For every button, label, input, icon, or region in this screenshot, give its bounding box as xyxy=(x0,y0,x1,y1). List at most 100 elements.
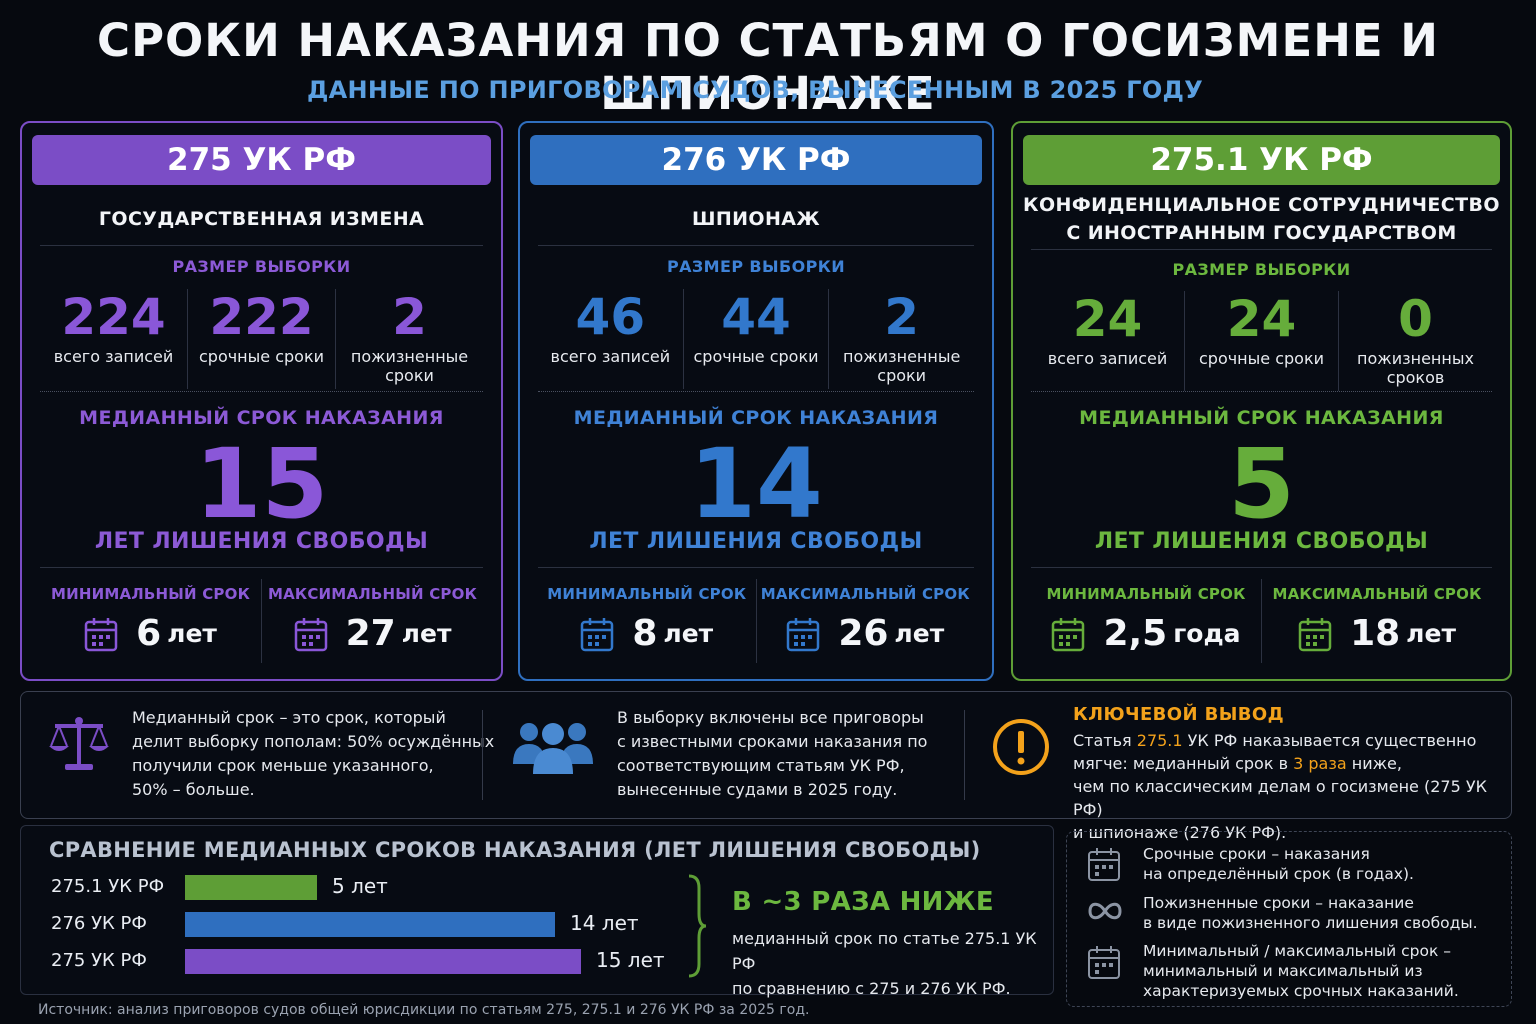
sample-definition: В выборку включены все приговоры с извест… xyxy=(617,708,928,799)
stat-fixed: 24 срочные сроки xyxy=(1184,291,1338,391)
stat-total-value: 224 xyxy=(61,288,166,346)
stat-fixed-value: 44 xyxy=(721,288,791,346)
min-term: МИНИМАЛЬНЫЙ СРОК 6 лет xyxy=(40,579,261,663)
min-term-label: МИНИМАЛЬНЫЙ СРОК xyxy=(547,585,747,603)
stat-life: 2 пожизненные сроки xyxy=(828,289,974,389)
median-value: 14 xyxy=(689,428,823,540)
stat-life: 0 пожизненных сроков xyxy=(1338,291,1492,391)
stat-fixed-value: 24 xyxy=(1226,290,1297,348)
stat-life-label: пожизненных сроков xyxy=(1357,349,1474,387)
stat-total-label: всего записей xyxy=(1047,349,1168,368)
max-term-value: 27 xyxy=(345,613,396,654)
median-value: 5 xyxy=(1228,428,1295,540)
max-term: МАКСИМАЛЬНЫЙ СРОК 26 лет xyxy=(755,579,975,663)
stat-fixed-value: 222 xyxy=(209,288,314,346)
min-term: МИНИМАЛЬНЫЙ СРОК 8 лет xyxy=(538,579,756,663)
chart-title: СРАВНЕНИЕ МЕДИАННЫХ СРОКОВ НАКАЗАНИЯ (ЛЕ… xyxy=(49,838,981,862)
stat-fixed: 44 срочные сроки xyxy=(682,288,829,389)
legend-life: Пожизненные сроки – наказание в виде пожи… xyxy=(1143,894,1478,932)
card-275-header: 275 УК РФ xyxy=(32,135,491,185)
card-276-header: 276 УК РФ xyxy=(530,135,982,185)
card-276-name: ШПИОНАЖ xyxy=(691,208,821,230)
stat-total: 224 всего записей xyxy=(40,289,187,389)
card-276: 276 УК РФ ШПИОНАЖ РАЗМЕР ВЫБОРКИ 46 всег… xyxy=(518,121,994,681)
max-term: МАКСИМАЛЬНЫЙ СРОК 27 лет xyxy=(261,579,483,663)
stat-life: 2 пожизненные сроки xyxy=(335,289,483,389)
min-term-value: 2,5 xyxy=(1103,613,1168,654)
stat-life-value: 2 xyxy=(392,288,427,346)
stat-fixed-label: срочные сроки xyxy=(198,347,325,366)
bar xyxy=(185,875,317,900)
legend-fixed: Срочные сроки – наказания на определённый… xyxy=(1143,845,1414,883)
years-label: ЛЕТ ЛИШЕНИЯ СВОБОДЫ xyxy=(1094,529,1429,554)
source-note: Источник: анализ приговоров судов общей … xyxy=(38,1002,810,1018)
page-subtitle: ДАННЫЕ ПО ПРИГОВОРАМ СУДОВ, ВЫНЕСЕННЫМ В… xyxy=(306,76,1204,104)
calendar-icon xyxy=(581,617,614,651)
bar-value-label: 14 лет xyxy=(570,911,639,935)
years-label: ЛЕТ ЛИШЕНИЯ СВОБОДЫ xyxy=(589,529,923,554)
calendar-icon xyxy=(1052,617,1085,651)
median-label: МЕДИАННЫЙ СРОК НАКАЗАНИЯ xyxy=(573,407,939,429)
calendar-icon xyxy=(1088,848,1120,881)
sample-size-label: РАЗМЕР ВЫБОРКИ xyxy=(1172,260,1351,279)
stat-total: 24 всего записей xyxy=(1031,291,1184,391)
stat-life-value: 2 xyxy=(884,288,920,346)
legend-box: Срочные сроки – наказания на определённый… xyxy=(1066,831,1512,1007)
median-definition: Медианный срок – это срок, который делит … xyxy=(132,708,495,799)
key-conclusion-text: Статья 275.1 УК РФ наказывается существе… xyxy=(1073,731,1487,842)
calendar-icon xyxy=(294,617,327,651)
key-conclusion-title: КЛЮЧЕВОЙ ВЫВОД xyxy=(1073,704,1285,725)
bar-value-label: 15 лет xyxy=(596,948,665,972)
median-label: МЕДИАННЫЙ СРОК НАКАЗАНИЯ xyxy=(1079,407,1444,429)
max-term-label: МАКСИМАЛЬНЫЙ СРОК xyxy=(1272,585,1482,603)
comparison-headline: В ~3 РАЗА НИЖЕ xyxy=(732,887,994,917)
years-label: ЛЕТ ЛИШЕНИЯ СВОБОДЫ xyxy=(94,529,429,554)
card-275-1: 275.1 УК РФ КОНФИДЕНЦИАЛЬНОЕ СОТРУДНИЧЕС… xyxy=(1011,121,1512,681)
stat-fixed: 222 срочные сроки xyxy=(187,289,335,389)
stat-life-label: пожизненные сроки xyxy=(843,347,961,385)
min-term-value: 8 xyxy=(632,613,658,654)
stat-total-label: всего записей xyxy=(550,347,671,366)
stat-life-value: 0 xyxy=(1398,290,1433,348)
bar xyxy=(185,912,555,937)
brace-icon xyxy=(688,874,707,978)
legend-minmax: Минимальный / максимальный срок – минимал… xyxy=(1143,942,1459,1000)
bar-value-label: 5 лет xyxy=(332,874,388,898)
max-term-value: 18 xyxy=(1350,613,1401,654)
bar-category-label: 275 УК РФ xyxy=(51,950,147,971)
max-term-label: МАКСИМАЛЬНЫЙ СРОК xyxy=(267,585,478,603)
median-value: 15 xyxy=(194,428,329,540)
calendar-icon xyxy=(1298,617,1332,651)
calendar-icon xyxy=(1088,946,1120,979)
comparison-chart: СРАВНЕНИЕ МЕДИАННЫХ СРОКОВ НАКАЗАНИЯ (ЛЕ… xyxy=(20,825,1054,998)
card-275-1-name: КОНФИДЕНЦИАЛЬНОЕ СОТРУДНИЧЕСТВО С ИНОСТРА… xyxy=(1023,194,1500,244)
comparison-note: медианный срок по статье 275.1 УК РФ по с… xyxy=(732,929,1037,998)
stat-total: 46 всего записей xyxy=(538,289,683,389)
stat-fixed-label: срочные сроки xyxy=(1198,349,1325,368)
scales-icon xyxy=(49,717,109,770)
infinity-icon xyxy=(1088,902,1122,920)
people-icon xyxy=(513,723,593,774)
info-strip: Медианный срок – это срок, который делит … xyxy=(20,691,1512,842)
sample-size-label: РАЗМЕР ВЫБОРКИ xyxy=(667,257,845,276)
card-275-1-header: 275.1 УК РФ xyxy=(1023,135,1500,185)
median-label: МЕДИАННЫЙ СРОК НАКАЗАНИЯ xyxy=(79,407,444,429)
min-term-label: МИНИМАЛЬНЫЙ СРОК xyxy=(50,585,251,603)
stat-life-label: пожизненные сроки xyxy=(350,347,469,385)
warning-icon xyxy=(993,719,1049,775)
card-275: 275 УК РФ ГОСУДАРСТВЕННАЯ ИЗМЕНА РАЗМЕР … xyxy=(20,121,503,681)
max-term-value: 26 xyxy=(838,613,889,654)
stat-total-value: 46 xyxy=(575,288,646,346)
sample-size-label: РАЗМЕР ВЫБОРКИ xyxy=(172,257,351,276)
max-term: МАКСИМАЛЬНЫЙ СРОК 18 лет xyxy=(1261,579,1492,663)
stat-fixed-label: срочные сроки xyxy=(693,347,819,366)
max-term-label: МАКСИМАЛЬНЫЙ СРОК xyxy=(760,585,970,603)
calendar-icon xyxy=(787,617,820,651)
bar xyxy=(185,949,581,974)
min-term-value: 6 xyxy=(136,613,162,654)
card-275-name: ГОСУДАРСТВЕННАЯ ИЗМЕНА xyxy=(98,208,425,230)
min-term-label: МИНИМАЛЬНЫЙ СРОК xyxy=(1046,585,1246,603)
calendar-icon xyxy=(84,617,118,651)
bar-category-label: 276 УК РФ xyxy=(51,913,147,934)
page-title: СРОКИ НАКАЗАНИЯ ПО СТАТЬЯМ О ГОСИЗМЕНЕ И… xyxy=(97,14,1439,120)
